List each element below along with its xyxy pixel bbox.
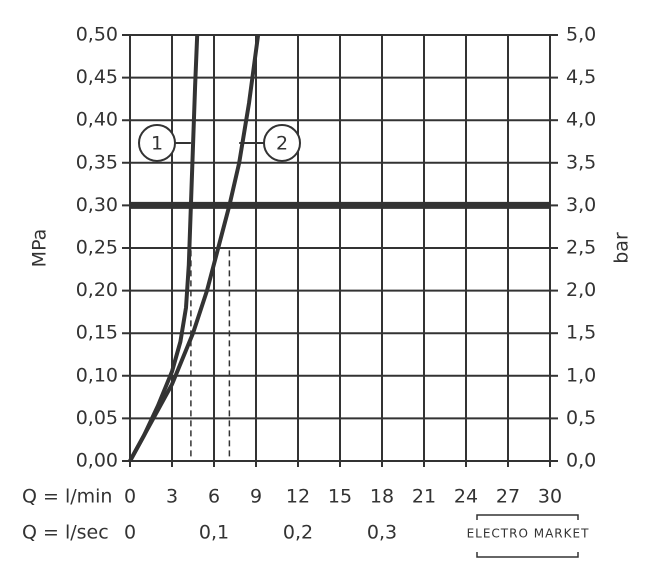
x-tick-label: 18: [370, 486, 394, 508]
x-tick-label: 15: [328, 486, 352, 508]
y2-tick-label: 1,0: [566, 364, 596, 386]
y2-tick-label: 2,5: [566, 237, 596, 259]
x2-tick-label: 0,2: [283, 522, 313, 544]
y2-tick-label: 4,0: [566, 109, 596, 131]
x-tick-label: 12: [286, 486, 310, 508]
watermark: ELECTRO MARKET: [467, 514, 590, 558]
x-tick-label: 27: [496, 486, 520, 508]
series-line: [128, 34, 261, 462]
series-label: 2: [276, 133, 288, 155]
y2-tick-label: 3,0: [566, 194, 596, 216]
watermark-text: ELECTRO MARKET: [467, 527, 590, 541]
y-axis-label: MPa: [29, 229, 51, 268]
x-tick-label: 9: [250, 486, 262, 508]
x2-axis-label: Q = l/sec: [22, 522, 109, 544]
x-tick-label: 3: [166, 486, 178, 508]
x2-tick-label: 0,3: [367, 522, 397, 544]
watermark-frame: [476, 514, 579, 558]
y-tick-label: 0,35: [76, 151, 118, 173]
x-tick-label: 21: [412, 486, 436, 508]
label-circle: [263, 124, 301, 162]
y2-tick-label: 2,0: [566, 279, 596, 301]
x-tick-label: 24: [454, 486, 478, 508]
series-label: 1: [151, 133, 163, 155]
y2-tick-label: 1,5: [566, 322, 596, 344]
y2-tick-label: 5,0: [566, 24, 596, 46]
y2-tick-label: 0,5: [566, 407, 596, 429]
x-tick-label: 6: [208, 486, 220, 508]
y2-tick-label: 3,5: [566, 151, 596, 173]
y-tick-label: 0,15: [76, 322, 118, 344]
y-tick-label: 0,40: [76, 109, 118, 131]
y-tick-label: 0,20: [76, 279, 118, 301]
y-tick-label: 0,45: [76, 66, 118, 88]
y-tick-label: 0,30: [76, 194, 118, 216]
x2-tick-label: 0: [124, 522, 136, 544]
y2-axis-label: bar: [611, 232, 633, 264]
y-tick-label: 0,05: [76, 407, 118, 429]
y-tick-label: 0,00: [76, 450, 118, 472]
y2-tick-label: 0,0: [566, 450, 596, 472]
x-axis-label: Q = l/min: [22, 486, 112, 508]
x-tick-label: 0: [124, 486, 136, 508]
y-tick-label: 0,25: [76, 237, 118, 259]
label-circle: [138, 124, 176, 162]
x2-tick-label: 0,1: [199, 522, 229, 544]
y2-tick-label: 4,5: [566, 66, 596, 88]
y-tick-label: 0,10: [76, 364, 118, 386]
x-tick-label: 30: [538, 486, 562, 508]
y-tick-label: 0,50: [76, 24, 118, 46]
